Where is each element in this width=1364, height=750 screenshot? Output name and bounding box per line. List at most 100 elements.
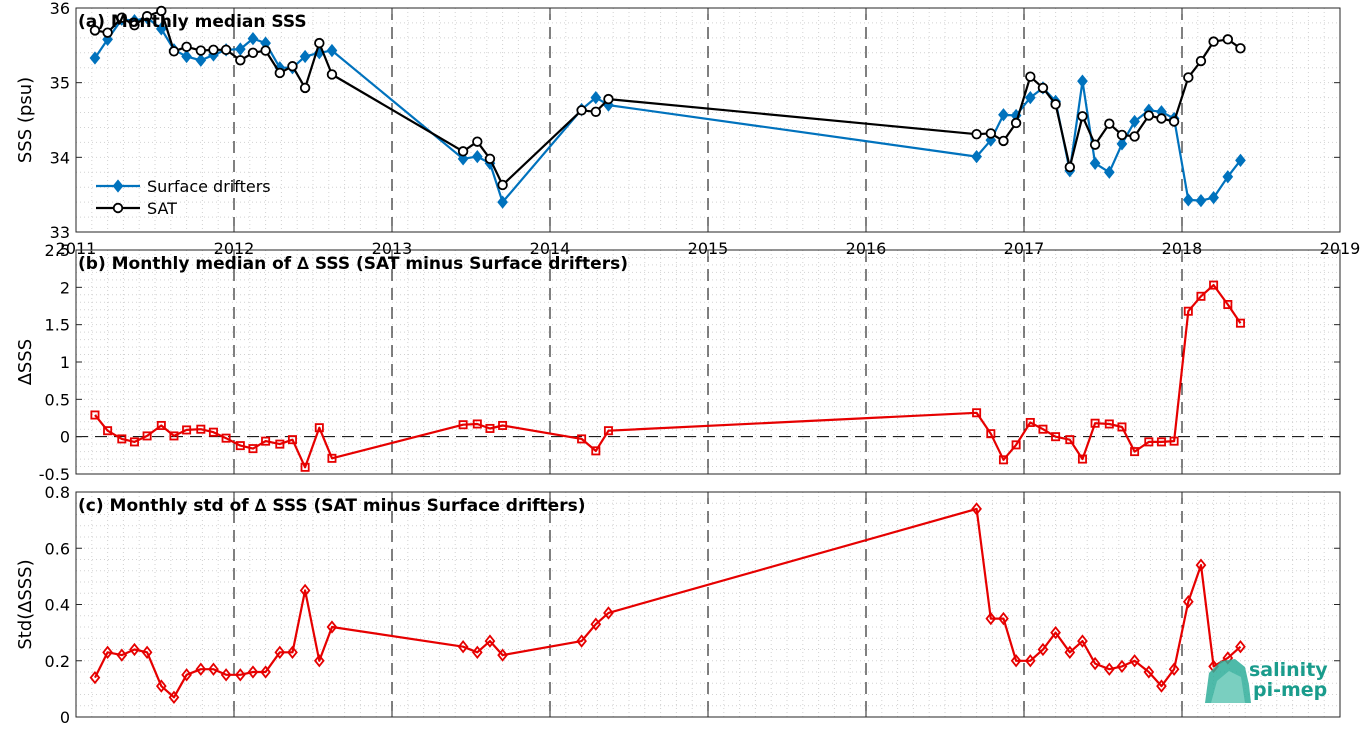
- data-point: [326, 43, 338, 58]
- data-point: [457, 146, 469, 157]
- data-point: [998, 108, 1009, 122]
- y-tick-label: 0.2: [45, 652, 70, 671]
- data-point: [1064, 161, 1076, 173]
- data-point: [472, 136, 483, 147]
- series-line-delta: [94, 507, 1242, 699]
- data-point: [972, 408, 982, 418]
- data-point: [247, 665, 259, 679]
- salinity-pi-mep-logo: salinity pi-mep: [1205, 659, 1328, 703]
- data-point: [260, 665, 271, 679]
- data-point: [1235, 640, 1246, 654]
- x-tick-label: 2018: [1162, 239, 1203, 258]
- data-point: [260, 45, 271, 56]
- data-point: [1037, 82, 1049, 94]
- data-point: [168, 690, 180, 704]
- data-point: [998, 135, 1009, 147]
- data-point: [998, 611, 1009, 626]
- data-point: [1235, 153, 1246, 167]
- y-tick-label: 1: [60, 353, 70, 372]
- data-point: [168, 46, 180, 57]
- x-tick-label: 2011: [56, 239, 97, 258]
- data-point: [1103, 165, 1115, 179]
- data-point: [1222, 170, 1234, 184]
- data-point: [1183, 306, 1193, 316]
- data-point: [1143, 110, 1155, 121]
- data-point: [1077, 634, 1088, 648]
- data-point: [985, 133, 997, 147]
- data-point: [89, 51, 101, 65]
- data-point: [220, 668, 232, 682]
- data-point: [1038, 424, 1048, 434]
- y-tick-label: 2: [60, 278, 70, 297]
- data-point: [299, 583, 311, 598]
- data-point: [181, 49, 192, 64]
- data-point: [1182, 193, 1194, 207]
- data-point: [1089, 656, 1101, 671]
- data-point: [471, 149, 483, 164]
- data-point: [155, 679, 167, 693]
- x-tick-label: 2012: [214, 239, 255, 258]
- data-point: [248, 444, 258, 454]
- data-point: [89, 670, 101, 685]
- data-point: [235, 55, 246, 66]
- data-point: [326, 620, 338, 634]
- data-point: [196, 424, 206, 434]
- data-point: [471, 645, 483, 659]
- data-point: [287, 435, 297, 445]
- y-tick-label: 36: [50, 0, 70, 18]
- data-point: [102, 645, 113, 659]
- data-point: [1156, 437, 1166, 447]
- data-point: [102, 27, 113, 38]
- data-point: [1011, 440, 1021, 450]
- data-point: [1144, 437, 1154, 447]
- data-point: [116, 12, 128, 23]
- data-point: [457, 152, 469, 166]
- legend-marker: [112, 202, 124, 214]
- data-point: [998, 455, 1008, 465]
- y-tick-label: 0.8: [45, 483, 70, 502]
- legend-marker: [112, 179, 124, 193]
- data-point: [1129, 654, 1140, 668]
- y-tick-label: 0.6: [45, 539, 70, 558]
- logo-line1: salinity: [1249, 659, 1328, 681]
- data-point: [497, 648, 508, 662]
- data-point: [1223, 300, 1233, 310]
- data-point: [485, 423, 495, 433]
- data-point: [603, 426, 613, 436]
- data-point: [181, 668, 192, 682]
- data-point: [314, 37, 325, 49]
- data-point: [129, 19, 140, 31]
- data-point: [590, 106, 602, 117]
- data-point: [1156, 679, 1167, 693]
- data-point: [457, 640, 469, 654]
- data-point: [129, 437, 139, 447]
- data-point: [1183, 72, 1194, 83]
- data-point: [985, 128, 997, 139]
- data-point: [1103, 662, 1115, 676]
- data-point: [208, 427, 218, 437]
- data-point: [1129, 131, 1140, 142]
- panel-title: (c) Monthly std of ∆ SSS (SAT minus Surf…: [78, 496, 585, 516]
- y-tick-label: 0.4: [45, 596, 70, 615]
- data-point: [1195, 55, 1207, 67]
- data-point: [313, 654, 325, 668]
- data-point: [1077, 454, 1087, 464]
- data-point: [1156, 113, 1167, 124]
- data-point: [971, 149, 982, 164]
- data-point: [220, 44, 232, 56]
- logo-line2: pi-mep: [1253, 679, 1327, 701]
- data-point: [1090, 418, 1100, 428]
- data-point: [1104, 419, 1114, 429]
- data-point: [1025, 71, 1036, 82]
- data-point: [1222, 34, 1234, 45]
- data-point: [576, 634, 587, 648]
- data-point: [1196, 291, 1206, 301]
- data-point: [195, 45, 207, 56]
- data-point: [1129, 114, 1140, 129]
- data-point: [129, 642, 140, 657]
- data-point: [1195, 558, 1207, 572]
- data-point: [603, 93, 614, 105]
- data-point: [498, 420, 508, 430]
- data-point: [1235, 43, 1246, 54]
- y-tick-label: 0: [60, 708, 70, 727]
